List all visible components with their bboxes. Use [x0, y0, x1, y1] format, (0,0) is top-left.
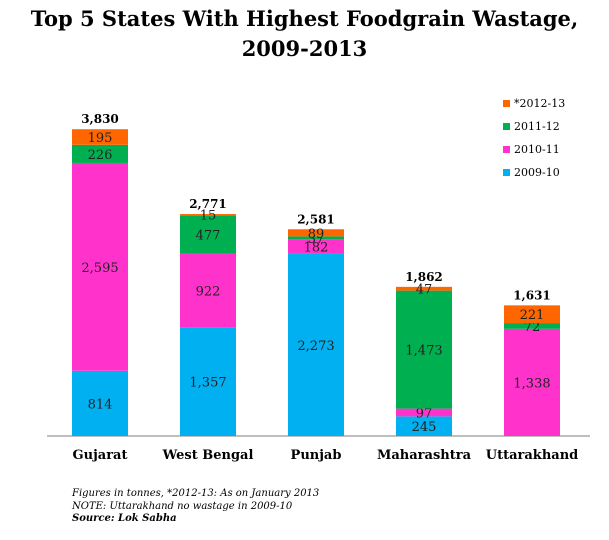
data-label-uttarakhand-2010-11: 1,338: [513, 376, 550, 391]
bar-uttarakhand-2012-13: [504, 305, 560, 324]
x-tick-label-west-bengal: West Bengal: [162, 448, 254, 463]
x-tick-label-punjab: Punjab: [291, 448, 342, 463]
data-label-punjab-2010-11: 182: [304, 241, 329, 256]
stacked-bar-chart: 8142,5952261953,830Gujarat1,357922477152…: [47, 97, 590, 463]
data-label-west-bengal-2012-13: 15: [200, 209, 217, 224]
bar-gujarat-2012-13: [72, 129, 128, 145]
x-tick-label-maharashtra: Maharashtra: [377, 448, 472, 463]
chart-notes: Figures in tonnes, *2012-13: As on Janua…: [72, 488, 319, 526]
data-label-west-bengal-2011-12: 477: [196, 228, 221, 243]
data-label-gujarat-2012-13: 195: [88, 131, 113, 146]
data-label-west-bengal-2009-10: 1,357: [189, 376, 226, 391]
bar-uttarakhand-2011-12: [504, 323, 560, 329]
legend-label-2010-11: 2010-11: [514, 143, 560, 156]
data-label-maharashtra-2010-11: 97: [416, 406, 433, 421]
bar-maharashtra-2009-10: [396, 416, 452, 436]
bar-gujarat-2010-11: [72, 162, 128, 371]
legend-label-2011-12: 2011-12: [514, 120, 560, 133]
legend-swatch-2010-11: [503, 146, 510, 153]
data-label-gujarat-2009-10: 814: [88, 397, 113, 412]
legend-label-2012-13: *2012-13: [514, 97, 565, 110]
bar-punjab-2010-11: [288, 239, 344, 254]
legend-swatch-2012-13: [503, 100, 510, 107]
total-label-punjab: 2,581: [297, 212, 335, 226]
legend-swatch-2009-10: [503, 169, 510, 176]
bar-gujarat-2009-10: [72, 370, 128, 436]
data-label-punjab-2009-10: 2,273: [297, 339, 334, 354]
bar-uttarakhand-2010-11: [504, 328, 560, 436]
chart-title-line-2: 2009-2013: [241, 36, 368, 61]
bar-punjab-2012-13: [288, 229, 344, 237]
data-label-maharashtra-2012-13: 47: [416, 283, 433, 298]
note-uttarakhand: NOTE: Uttarakhand no wastage in 2009-10: [72, 500, 293, 512]
data-label-west-bengal-2010-11: 922: [196, 284, 221, 299]
bar-punjab-2011-12: [288, 236, 344, 240]
total-label-gujarat: 3,830: [81, 112, 119, 126]
total-label-uttarakhand: 1,631: [513, 288, 551, 302]
bar-gujarat-2011-12: [72, 144, 128, 163]
bar-west-bengal-2010-11: [180, 253, 236, 328]
data-label-gujarat-2010-11: 2,595: [81, 261, 118, 276]
note-units: Figures in tonnes, *2012-13: As on Janua…: [72, 488, 320, 499]
data-label-maharashtra-2011-12: 1,473: [405, 344, 442, 359]
bar-maharashtra-2011-12: [396, 290, 452, 409]
chart-title: Top 5 States With Highest Foodgrain Wast…: [0, 4, 609, 64]
data-label-gujarat-2011-12: 226: [88, 148, 113, 163]
data-label-punjab-2012-13: 89: [308, 227, 325, 242]
bar-west-bengal-2011-12: [180, 215, 236, 254]
total-label-maharashtra: 1,862: [405, 270, 443, 284]
bar-west-bengal-2012-13: [180, 214, 236, 216]
x-tick-label-gujarat: Gujarat: [73, 448, 128, 463]
bar-punjab-2009-10: [288, 253, 344, 436]
bar-maharashtra-2012-13: [396, 286, 452, 291]
legend-label-2009-10: 2009-10: [514, 166, 560, 179]
data-label-maharashtra-2009-10: 245: [412, 420, 437, 435]
bar-west-bengal-2009-10: [180, 327, 236, 436]
chart-title-line-1: Top 5 States With Highest Foodgrain Wast…: [30, 6, 579, 31]
legend-swatch-2011-12: [503, 123, 510, 130]
total-label-west-bengal: 2,771: [189, 197, 227, 211]
bar-maharashtra-2010-11: [396, 408, 452, 417]
x-tick-label-uttarakhand: Uttarakhand: [486, 448, 578, 463]
source-label: Source: Lok Sabha: [72, 513, 177, 524]
data-label-uttarakhand-2012-13: 221: [520, 308, 545, 323]
data-label-uttarakhand-2011-12: 72: [524, 320, 541, 335]
